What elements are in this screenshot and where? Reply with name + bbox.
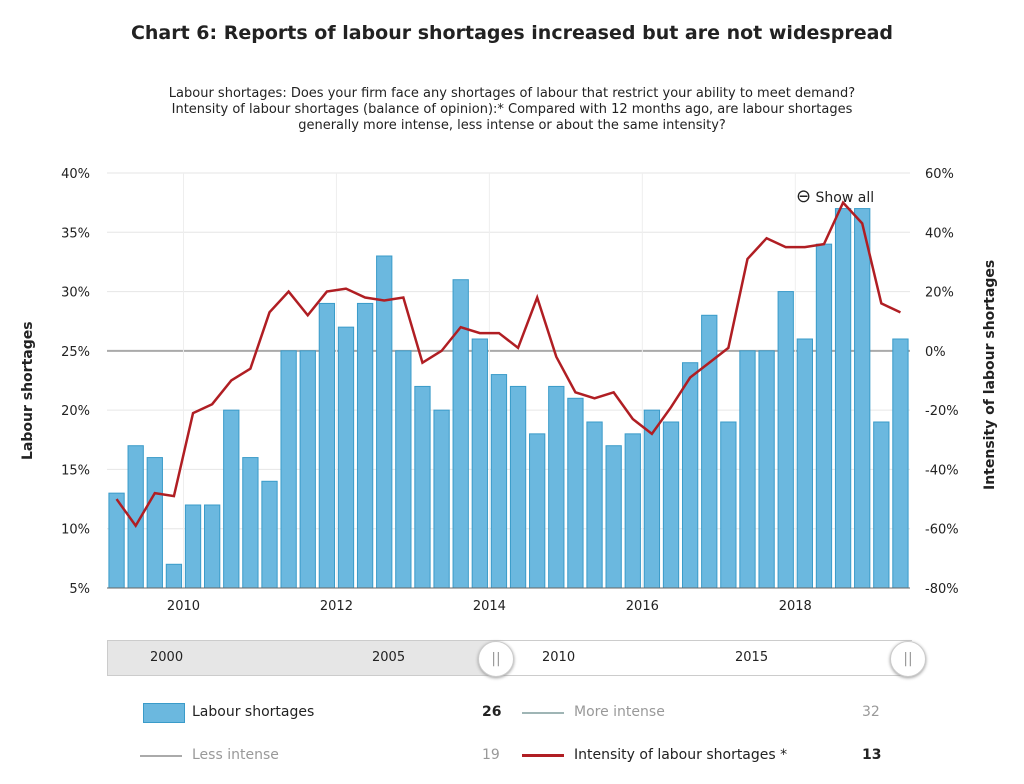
legend-swatch-labour-shortages [143, 703, 185, 723]
navigator-selection[interactable] [497, 640, 912, 676]
y-tick-label: 5% [69, 582, 90, 597]
bar [356, 302, 374, 589]
intensity-line [115, 200, 901, 529]
navigator-left-handle[interactable]: || [478, 641, 514, 677]
chart-title: Chart 6: Reports of labour shortages inc… [130, 22, 894, 44]
y-tick-label: 40% [61, 167, 90, 182]
navigator-right-handle[interactable]: || [890, 641, 926, 677]
y-tick-label: 35% [61, 226, 90, 241]
bar [433, 409, 450, 589]
x-tick-label: 2010 [167, 599, 200, 614]
bar [854, 208, 871, 589]
bar [567, 397, 584, 589]
bar [720, 421, 737, 589]
bar [796, 338, 813, 589]
show-all-label: Show all [815, 190, 875, 206]
x-tick-label: 2016 [626, 599, 659, 614]
y2-tick-label: -60% [925, 523, 959, 538]
legend-item-intensity[interactable]: Intensity of labour shortages * [574, 747, 788, 763]
y-tick-label: 30% [61, 286, 90, 301]
y2-tick-label: 0% [925, 345, 946, 360]
bar [548, 385, 565, 589]
bar [586, 421, 603, 589]
y-tick-label: 20% [61, 404, 90, 419]
y-tick-label: 10% [61, 523, 90, 538]
zoom-out-icon: ⊖ [796, 186, 812, 207]
bar [815, 243, 833, 589]
x-tick-label: 2018 [779, 599, 812, 614]
legend-item-more-intense[interactable]: More intense [574, 704, 665, 720]
y-tick-label: 25% [61, 345, 90, 360]
show-all-button[interactable]: ⊖ Show all [796, 186, 874, 207]
bar [681, 362, 699, 589]
bar [337, 326, 355, 589]
bar [605, 445, 622, 589]
bar [834, 208, 852, 589]
legend-value: 19 [482, 747, 500, 763]
bar [223, 409, 240, 589]
bar [184, 504, 202, 589]
bar [165, 563, 183, 589]
legend-swatch-less-intense [140, 755, 182, 757]
bar [414, 385, 431, 589]
bar [376, 255, 393, 589]
x-tick-label: 2012 [320, 599, 353, 614]
navigator-label: 2000 [150, 650, 184, 665]
bar [261, 480, 278, 589]
bar [490, 374, 508, 589]
y2-tick-label: -40% [925, 463, 959, 478]
bar [299, 350, 316, 589]
bar [318, 302, 336, 589]
bar [701, 314, 718, 589]
legend-value: 26 [482, 704, 502, 720]
y-tick-label: 15% [61, 463, 90, 478]
bar [777, 291, 794, 589]
bar [739, 350, 756, 589]
chart-subtitle: Labour shortages: Does your firm face an… [168, 86, 856, 133]
bar [146, 457, 163, 589]
y2-tick-label: 20% [925, 286, 954, 301]
y2-tick-label: -20% [925, 404, 959, 419]
bar [280, 350, 297, 589]
navigator-label: 2005 [372, 650, 406, 665]
bar [758, 350, 775, 589]
bar [643, 409, 661, 589]
bar [662, 421, 680, 589]
legend-item-less-intense[interactable]: Less intense [192, 747, 279, 763]
legend-item-labour-shortages[interactable]: Labour shortages [192, 704, 315, 720]
bar [529, 433, 546, 589]
bar [624, 433, 641, 589]
bar [892, 338, 909, 589]
bar [395, 350, 412, 589]
bar [471, 338, 488, 589]
legend-swatch-more-intense [522, 712, 564, 714]
y2-tick-label: 40% [925, 226, 954, 241]
y2-tick-label: 60% [925, 167, 954, 182]
legend-value: 13 [862, 747, 882, 763]
bar [509, 385, 527, 589]
bar [204, 504, 221, 589]
y2-tick-label: -80% [925, 582, 959, 597]
bar [873, 421, 890, 589]
navigator-label: 2015 [735, 650, 769, 665]
navigator-label: 2010 [542, 650, 576, 665]
x-tick-label: 2014 [473, 599, 506, 614]
legend-swatch-intensity [522, 754, 564, 757]
legend-value: 32 [862, 704, 880, 720]
bar [242, 457, 259, 589]
